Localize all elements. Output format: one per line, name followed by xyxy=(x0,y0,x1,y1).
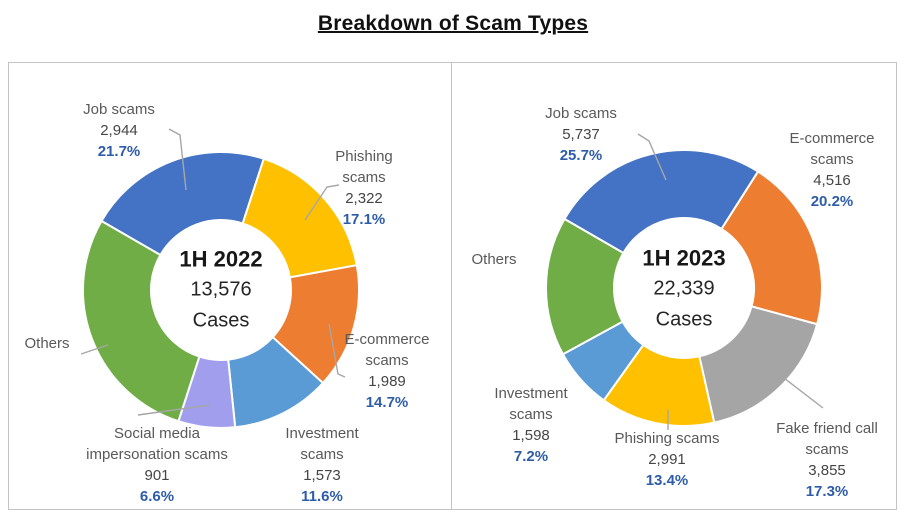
donut-slice xyxy=(698,305,819,424)
donut-unit: Cases xyxy=(655,308,713,331)
callout-count: 2,944 xyxy=(100,122,138,139)
callout-label: Investment scams xyxy=(494,385,568,423)
callout-percent: 21.7% xyxy=(97,143,141,160)
donut-period: 1H 2022 xyxy=(179,246,263,272)
callout-count: 1,989 xyxy=(368,373,406,390)
callout: Phishing scams 2,991 13.4% xyxy=(597,428,737,491)
callout: Fake friend call scams 3,855 17.3% xyxy=(771,418,883,502)
donut-slice xyxy=(241,157,358,279)
callout-percent: 13.4% xyxy=(645,472,689,489)
donut-slice xyxy=(82,220,201,423)
donut-total: 13,576 xyxy=(190,278,252,301)
callout-label: Phishing scams xyxy=(614,430,720,447)
page-title: Breakdown of Scam Types xyxy=(317,12,589,35)
callout-count: 2,322 xyxy=(345,190,383,207)
callout: Phishing scams 2,322 17.1% xyxy=(318,146,410,230)
callout: Investment scams 1,573 11.6% xyxy=(266,423,378,507)
donut-chart-2022 xyxy=(80,128,360,429)
leader-line xyxy=(637,133,667,181)
callout-label: Social media impersonation scams xyxy=(86,425,228,463)
leader-line xyxy=(80,344,109,355)
donut-unit: Cases xyxy=(192,309,250,332)
callout-percent: 7.2% xyxy=(513,448,549,465)
callout-label: Job scams xyxy=(83,101,155,118)
callout-count: 1,573 xyxy=(303,467,341,484)
leader-line xyxy=(168,128,187,191)
callout-percent: 20.2% xyxy=(810,193,854,210)
donut-chart-2023 xyxy=(545,133,824,430)
donut-center-label-2023: 1H 2023 22,339 Cases xyxy=(642,243,725,336)
callout-percent: 14.7% xyxy=(365,394,409,411)
callout: Job scams 5,737 25.7% xyxy=(521,103,641,166)
leader-line xyxy=(304,184,340,221)
callout: E-commerce scams 4,516 20.2% xyxy=(776,128,888,212)
callout-count: 3,855 xyxy=(808,462,846,479)
callout: Job scams 2,944 21.7% xyxy=(59,99,179,162)
callout-label: Phishing scams xyxy=(335,148,393,186)
callout: E-commerce scams 1,989 14.7% xyxy=(331,329,443,413)
chart-panel-1h2022: 1H 2022 13,576 Cases Job scams 2,944 21.7%… xyxy=(8,62,452,510)
callout: Others xyxy=(7,333,87,354)
callout-label: E-commerce scams xyxy=(344,331,430,369)
chart-panel-1h2023: 1H 2023 22,339 Cases Job scams 5,737 25.7%… xyxy=(451,62,897,510)
callout-count: 2,991 xyxy=(648,451,686,468)
donut-center-label-2022: 1H 2022 13,576 Cases xyxy=(179,244,262,337)
callout-count: 901 xyxy=(144,467,170,484)
callout-label: Others xyxy=(471,251,517,268)
callout-count: 5,737 xyxy=(562,126,600,143)
callout-count: 4,516 xyxy=(813,172,851,189)
callout-count: 1,598 xyxy=(512,427,550,444)
donut-slice xyxy=(100,151,265,256)
callout-percent: 11.6% xyxy=(301,488,343,505)
callout-label: Job scams xyxy=(545,105,617,122)
callout: Social media impersonation scams 901 6.6% xyxy=(69,423,245,507)
callout-label: Fake friend call scams xyxy=(776,420,878,458)
donut-slice xyxy=(720,170,823,326)
callout-label: Others xyxy=(24,335,70,352)
callout-label: Investment scams xyxy=(285,425,359,463)
donut-period: 1H 2023 xyxy=(642,245,726,271)
leader-line xyxy=(783,377,824,409)
donut-total: 22,339 xyxy=(653,277,715,300)
callout-percent: 17.1% xyxy=(342,211,386,228)
callout-percent: 25.7% xyxy=(559,147,603,164)
leader-line xyxy=(328,323,346,378)
callout-percent: 17.3% xyxy=(805,483,849,500)
donut-slice xyxy=(545,218,625,356)
callout-label: E-commerce scams xyxy=(789,130,875,168)
leader-line xyxy=(137,404,211,416)
callout-percent: 6.6% xyxy=(139,488,175,505)
donut-slice xyxy=(563,149,760,254)
callout: Investment scams 1,598 7.2% xyxy=(475,383,587,467)
callout: Others xyxy=(454,249,534,270)
